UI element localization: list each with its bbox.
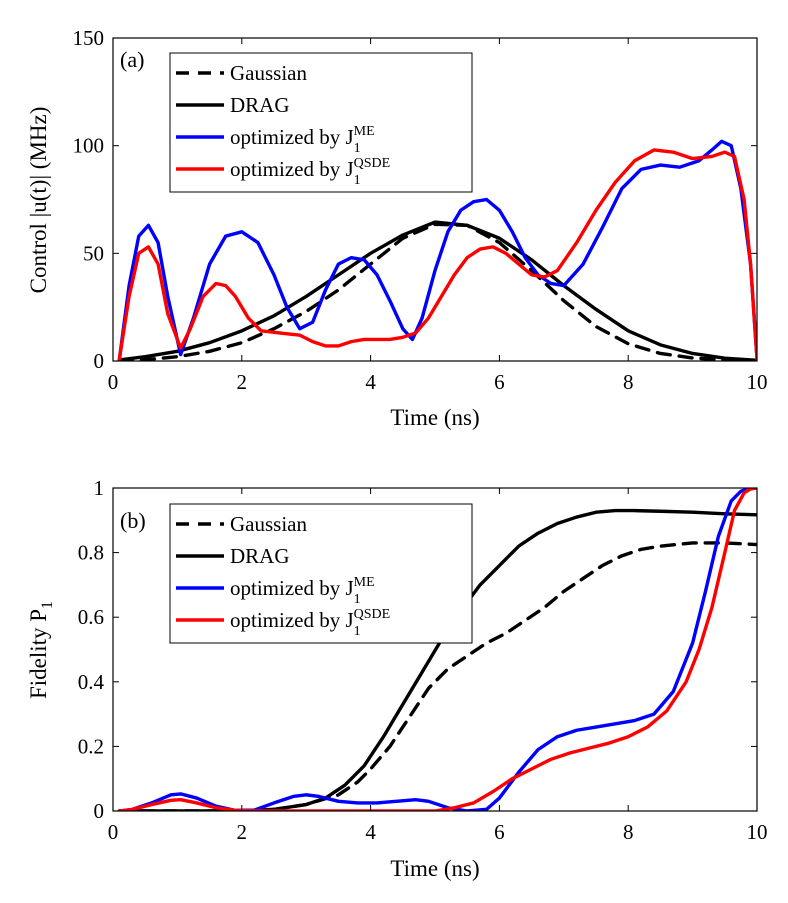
panel-b: 0 2 4 6 8 10 0 0.2 0.4 0.6 0.8 1 Time (ns) Fidelity P… xyxy=(26,476,768,881)
y-tick-label: 0 xyxy=(94,349,105,373)
legend-label-sub: 1 xyxy=(354,592,361,607)
series-line-3 xyxy=(117,488,757,811)
x-tick-label: 0 xyxy=(108,370,119,394)
panel-label: (a) xyxy=(120,47,144,72)
x-tick-label: 4 xyxy=(365,820,376,844)
axes-box xyxy=(112,487,758,812)
y-axis-label-text: Control |u(t)| (MHz) xyxy=(26,107,51,294)
y-axis-label: Fidelity P1 xyxy=(26,601,56,699)
x-axis-label: Time (ns) xyxy=(390,405,479,430)
x-tick-label: 0 xyxy=(108,820,119,844)
legend-entry-0: Gaussian xyxy=(230,512,307,536)
x-tick-label: 8 xyxy=(623,370,634,394)
legend-label-main: Gaussian xyxy=(230,512,307,536)
legend-entry-2: optimized by JME 1 xyxy=(230,124,375,156)
legend-label-sup: QSDE xyxy=(354,607,391,622)
series-line-2 xyxy=(117,139,757,361)
x-tick-label: 6 xyxy=(494,820,505,844)
plot-area xyxy=(117,139,757,361)
series-line-0 xyxy=(117,222,757,361)
panel-label: (b) xyxy=(120,508,146,533)
legend-label-sup: ME xyxy=(354,575,375,590)
legend-label-sup: QSDE xyxy=(354,156,391,171)
y-tick-label: 1 xyxy=(94,476,105,500)
series-line-3 xyxy=(117,148,757,361)
legend-label-main: DRAG xyxy=(230,93,290,117)
x-tick-label: 2 xyxy=(237,820,248,844)
x-tick-label: 10 xyxy=(747,370,768,394)
legend-label-sub: 1 xyxy=(354,624,361,639)
axes-box xyxy=(112,37,758,362)
legend-entry-3: optimized by JQSDE 1 xyxy=(230,156,390,188)
legend-entry-0: Gaussian xyxy=(230,61,307,85)
legend-label-sup: ME xyxy=(354,124,375,139)
legend-entry-2: optimized by JME 1 xyxy=(230,575,375,607)
legend-label-main: Gaussian xyxy=(230,61,307,85)
x-tick-label: 10 xyxy=(747,820,768,844)
legend-label-sub: 1 xyxy=(354,173,361,188)
legend-label-main: optimized by J xyxy=(230,608,354,632)
legend-entry-1: DRAG xyxy=(230,544,290,568)
x-tick-label: 8 xyxy=(623,820,634,844)
legend-label-main: optimized by J xyxy=(230,125,354,149)
plot-area xyxy=(117,488,757,811)
legend-label-main: optimized by J xyxy=(230,576,354,600)
y-axis-label-main: Fidelity P xyxy=(26,609,51,699)
y-tick-label: 50 xyxy=(83,241,104,265)
y-tick-label: 150 xyxy=(73,26,105,50)
series-line-0 xyxy=(117,541,757,811)
y-axis-label: Control |u(t)| (MHz) xyxy=(26,107,51,294)
y-tick-label: 100 xyxy=(73,134,105,158)
legend-entry-1: DRAG xyxy=(230,93,290,117)
y-axis-label-sub: 1 xyxy=(39,601,56,609)
x-tick-label: 4 xyxy=(365,370,376,394)
x-tick-label: 6 xyxy=(494,370,505,394)
legend-label-main: optimized by J xyxy=(230,157,354,181)
y-tick-label: 0.4 xyxy=(78,670,105,694)
x-axis-label: Time (ns) xyxy=(390,856,479,881)
legend-entry-3: optimized by JQSDE 1 xyxy=(230,607,390,639)
y-tick-label: 0.2 xyxy=(78,734,104,758)
x-tick-label: 2 xyxy=(237,370,248,394)
series-line-1 xyxy=(117,220,757,361)
y-tick-label: 0.6 xyxy=(78,605,104,629)
legend-label-sub: 1 xyxy=(354,141,361,156)
legend-label-main: DRAG xyxy=(230,544,290,568)
y-tick-label: 0 xyxy=(94,799,105,823)
y-tick-label: 0.8 xyxy=(78,541,104,565)
